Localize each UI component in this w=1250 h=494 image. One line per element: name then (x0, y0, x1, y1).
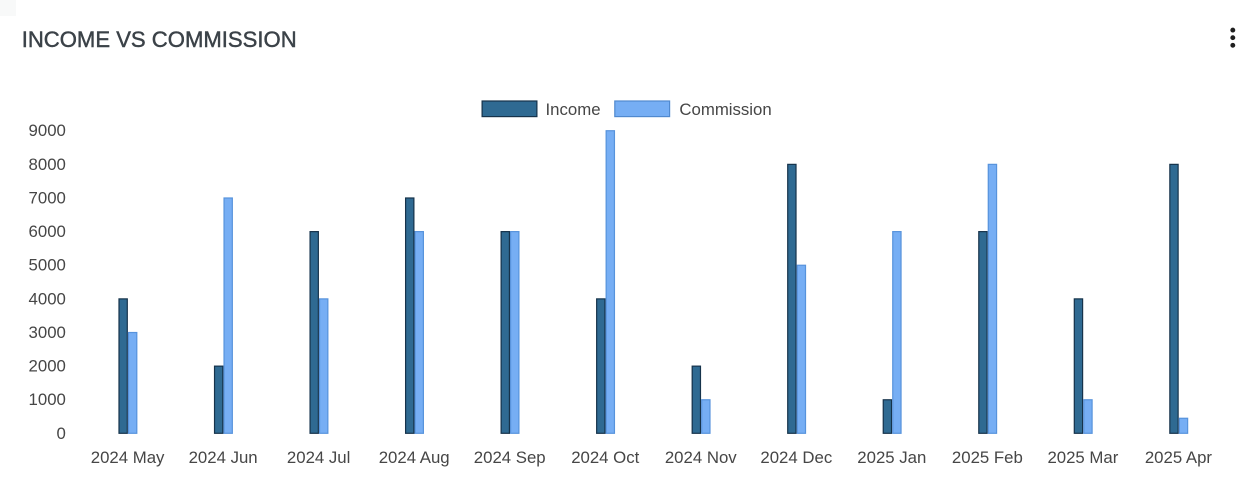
svg-text:2024 Oct: 2024 Oct (571, 448, 639, 467)
svg-text:2024 Jul: 2024 Jul (287, 448, 350, 467)
svg-text:2024 Nov: 2024 Nov (665, 448, 737, 467)
svg-text:8000: 8000 (29, 155, 66, 174)
svg-text:6000: 6000 (29, 222, 66, 241)
svg-text:2024 Aug: 2024 Aug (379, 448, 450, 467)
svg-text:0: 0 (57, 424, 66, 443)
svg-text:4000: 4000 (29, 289, 66, 308)
svg-text:INCOME VS COMMISSION: INCOME VS COMMISSION (22, 27, 297, 52)
svg-text:2024 Jun: 2024 Jun (189, 448, 258, 467)
svg-text:9000: 9000 (29, 121, 66, 140)
svg-text:2025 Feb: 2025 Feb (952, 448, 1023, 467)
svg-text:5000: 5000 (29, 256, 66, 275)
svg-text:3000: 3000 (29, 323, 66, 342)
svg-text:Income: Income (546, 100, 601, 119)
svg-text:2024 Sep: 2024 Sep (474, 448, 546, 467)
svg-text:2025 Mar: 2025 Mar (1047, 448, 1118, 467)
svg-text:2024 Dec: 2024 Dec (760, 448, 832, 467)
svg-text:Commission: Commission (679, 100, 771, 119)
svg-text:2024 May: 2024 May (91, 448, 165, 467)
svg-text:1000: 1000 (29, 390, 66, 409)
svg-text:7000: 7000 (29, 188, 66, 207)
svg-text:2025 Jan: 2025 Jan (857, 448, 926, 467)
svg-text:2025 Apr: 2025 Apr (1145, 448, 1213, 467)
svg-text:2000: 2000 (29, 357, 66, 376)
